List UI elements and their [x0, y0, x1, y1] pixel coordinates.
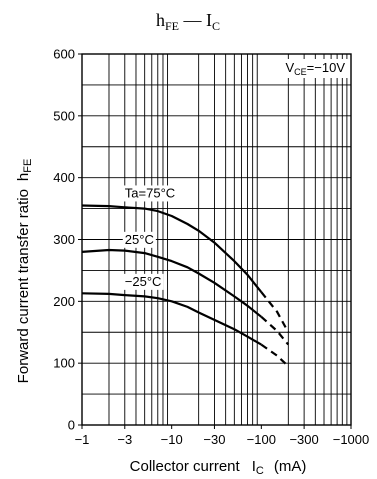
series-line: [81, 204, 263, 293]
x-axis-symbol: I: [252, 458, 256, 475]
x-tick-label: −100: [247, 432, 276, 447]
series-line-extrapolated: [260, 343, 290, 368]
y-tick-label: 300: [53, 232, 75, 247]
y-tick-label: 500: [53, 108, 75, 123]
x-axis-label-text: Collector current: [130, 458, 241, 475]
y-tick-label: 100: [53, 356, 75, 371]
y-tick-label: 600: [53, 47, 75, 62]
condition-label-background: [282, 59, 349, 78]
condition-label: VCE=−10V: [285, 60, 345, 77]
series-line: [81, 248, 262, 318]
series-label: 25°C: [125, 232, 154, 247]
condition-value: =−10V: [307, 60, 346, 75]
grid: [81, 53, 352, 426]
x-tick-label: −30: [203, 432, 225, 447]
y-tick-label: 400: [53, 170, 75, 185]
series-labels: Ta=75°C 25°C −25°C: [122, 185, 178, 290]
x-tick-label: −10: [161, 432, 183, 447]
x-axis-symbol-sub: C: [256, 465, 264, 477]
condition-sym: V: [285, 60, 294, 75]
y-axis-label-text: Forward current transfer ratio: [15, 189, 32, 383]
y-tick-labels: 0 100 200 300 400 500 600: [53, 47, 82, 433]
series-label: Ta=75°C: [125, 185, 175, 200]
curves: [81, 204, 290, 368]
y-axis-label: Forward current transfer ratio hFE: [15, 159, 34, 384]
x-tick-label: −3: [117, 432, 132, 447]
x-tick-label: −1: [75, 432, 90, 447]
title-second: I: [206, 10, 212, 30]
series-line: [81, 292, 262, 346]
series-line-extrapolated: [260, 291, 290, 333]
x-tick-label: −300: [289, 432, 318, 447]
title-main-sub: FE: [165, 19, 179, 33]
y-axis-symbol: h: [15, 173, 32, 181]
title-second-sub: C: [212, 19, 220, 33]
series-line-extrapolated: [260, 315, 290, 346]
series-label-background: [122, 273, 164, 290]
y-tick-label: 0: [68, 418, 75, 433]
chart-title: hFE — IC: [156, 10, 220, 33]
x-tick-label: −1000: [333, 432, 370, 447]
y-tick-label: 200: [53, 294, 75, 309]
x-axis-label: Collector current IC (mA): [130, 458, 307, 477]
y-axis-symbol-sub: FE: [22, 159, 34, 173]
series-label: −25°C: [125, 274, 162, 289]
condition-sub: CE: [294, 67, 307, 77]
series-label-background: [122, 185, 178, 202]
title-main: h: [156, 10, 165, 30]
x-tick-labels: −1 −3 −10 −30 −100 −300 −1000: [75, 425, 370, 447]
series-label-background: [122, 231, 156, 248]
title-sep: —: [179, 10, 206, 30]
x-axis-unit: (mA): [274, 458, 307, 475]
